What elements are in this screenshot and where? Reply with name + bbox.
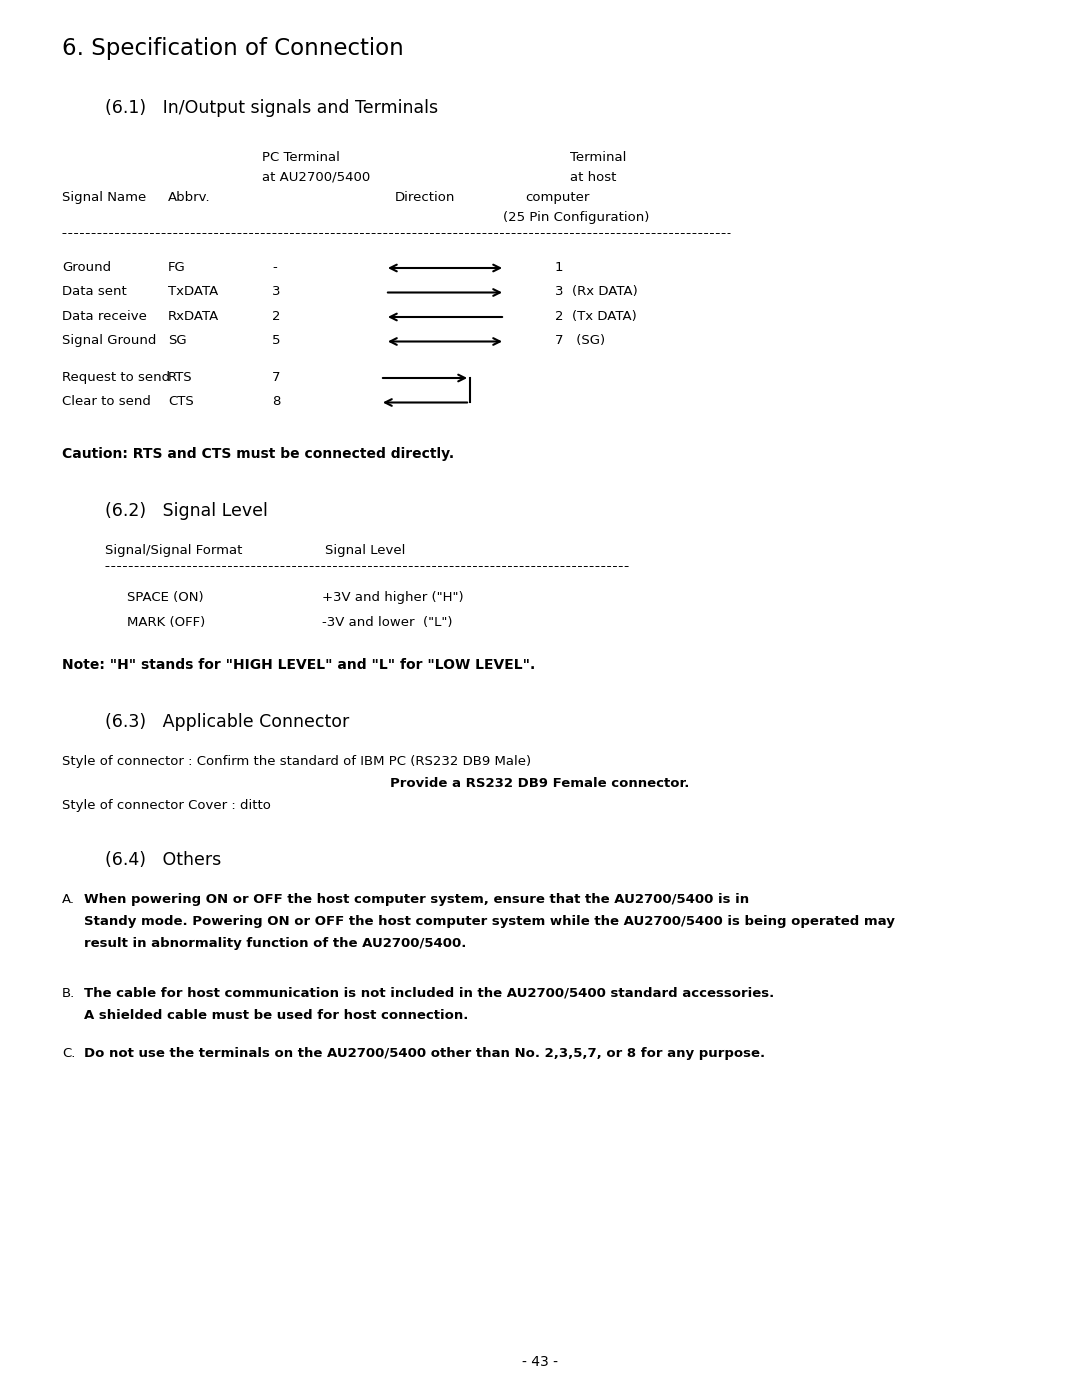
Text: A shielded cable must be used for host connection.: A shielded cable must be used for host c…	[84, 1009, 469, 1023]
Text: C.: C.	[62, 1046, 76, 1060]
Text: 2: 2	[272, 310, 281, 323]
Text: 6. Specification of Connection: 6. Specification of Connection	[62, 36, 404, 60]
Text: Clear to send: Clear to send	[62, 395, 151, 408]
Text: at host: at host	[570, 170, 617, 184]
Text: -: -	[272, 261, 276, 274]
Text: Data sent: Data sent	[62, 285, 126, 299]
Text: at AU2700/5400: at AU2700/5400	[262, 170, 370, 184]
Text: Provide a RS232 DB9 Female connector.: Provide a RS232 DB9 Female connector.	[390, 777, 690, 789]
Text: Do not use the terminals on the AU2700/5400 other than No. 2,3,5,7, or 8 for any: Do not use the terminals on the AU2700/5…	[84, 1046, 765, 1060]
Text: Signal Level: Signal Level	[325, 545, 405, 557]
Text: 1: 1	[555, 261, 564, 274]
Text: Signal/Signal Format: Signal/Signal Format	[105, 545, 242, 557]
Text: Note: "H" stands for "HIGH LEVEL" and "L" for "LOW LEVEL".: Note: "H" stands for "HIGH LEVEL" and "L…	[62, 658, 536, 672]
Text: Signal Name: Signal Name	[62, 191, 146, 204]
Text: FG: FG	[168, 261, 186, 274]
Text: (6.3)   Applicable Connector: (6.3) Applicable Connector	[105, 712, 349, 731]
Text: computer: computer	[525, 191, 590, 204]
Text: Style of connector Cover : ditto: Style of connector Cover : ditto	[62, 799, 271, 812]
Text: Request to send: Request to send	[62, 372, 171, 384]
Text: Abbrv.: Abbrv.	[168, 191, 211, 204]
Text: +3V and higher ("H"): +3V and higher ("H")	[322, 591, 463, 605]
Text: 7: 7	[272, 372, 281, 384]
Text: PC Terminal: PC Terminal	[262, 151, 340, 163]
Text: (6.1)   In/Output signals and Terminals: (6.1) In/Output signals and Terminals	[105, 99, 438, 117]
Text: CTS: CTS	[168, 395, 193, 408]
Text: RTS: RTS	[168, 372, 192, 384]
Text: 7   (SG): 7 (SG)	[555, 334, 605, 348]
Text: Signal Ground: Signal Ground	[62, 334, 157, 348]
Text: (25 Pin Configuration): (25 Pin Configuration)	[503, 211, 649, 224]
Text: SG: SG	[168, 334, 187, 348]
Text: 3: 3	[272, 285, 281, 299]
Text: Terminal: Terminal	[570, 151, 626, 163]
Text: (6.4)   Others: (6.4) Others	[105, 851, 221, 869]
Text: Standy mode. Powering ON or OFF the host computer system while the AU2700/5400 i: Standy mode. Powering ON or OFF the host…	[84, 915, 895, 928]
Text: Ground: Ground	[62, 261, 111, 274]
Text: Direction: Direction	[395, 191, 456, 204]
Text: Style of connector : Confirm the standard of IBM PC (RS232 DB9 Male): Style of connector : Confirm the standar…	[62, 754, 531, 768]
Text: -3V and lower  ("L"): -3V and lower ("L")	[322, 616, 453, 629]
Text: Data receive: Data receive	[62, 310, 147, 323]
Text: Caution: RTS and CTS must be connected directly.: Caution: RTS and CTS must be connected d…	[62, 447, 454, 461]
Text: result in abnormality function of the AU2700/5400.: result in abnormality function of the AU…	[84, 937, 467, 950]
Text: - 43 -: - 43 -	[522, 1355, 558, 1369]
Text: A.: A.	[62, 893, 75, 907]
Text: The cable for host communication is not included in the AU2700/5400 standard acc: The cable for host communication is not …	[84, 988, 774, 1000]
Text: 2  (Tx DATA): 2 (Tx DATA)	[555, 310, 637, 323]
Text: 5: 5	[272, 334, 281, 348]
Text: RxDATA: RxDATA	[168, 310, 219, 323]
Text: TxDATA: TxDATA	[168, 285, 218, 299]
Text: MARK (OFF): MARK (OFF)	[127, 616, 205, 629]
Text: (6.2)   Signal Level: (6.2) Signal Level	[105, 503, 268, 521]
Text: B.: B.	[62, 988, 76, 1000]
Text: 3  (Rx DATA): 3 (Rx DATA)	[555, 285, 638, 299]
Text: When powering ON or OFF the host computer system, ensure that the AU2700/5400 is: When powering ON or OFF the host compute…	[84, 893, 750, 907]
Text: 8: 8	[272, 395, 281, 408]
Text: SPACE (ON): SPACE (ON)	[127, 591, 204, 605]
